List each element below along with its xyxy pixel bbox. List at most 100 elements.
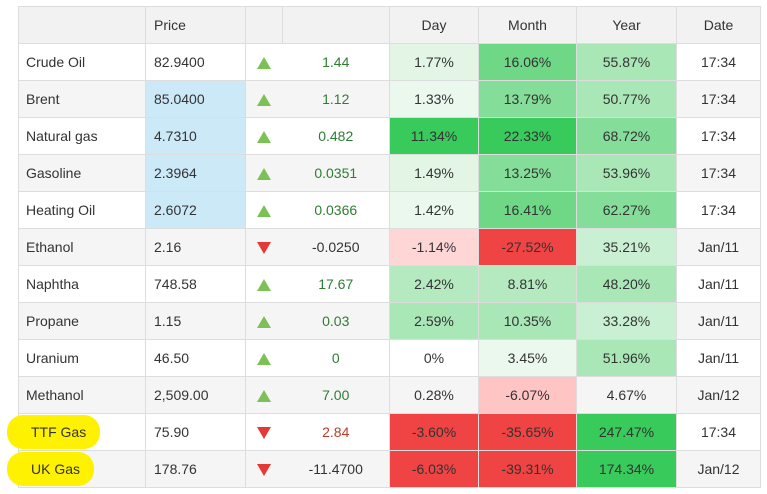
change-cell: 0.03 xyxy=(282,302,390,340)
price-cell: 1.15 xyxy=(145,302,246,340)
year-change-cell: 68.72% xyxy=(576,117,677,155)
table-row[interactable]: Heating Oil 2.6072 0.0366 1.42% 16.41% 62.27%… xyxy=(18,191,761,229)
change-cell: 0 xyxy=(282,339,390,377)
date-cell: Jan/11 xyxy=(676,302,761,340)
direction-cell xyxy=(245,228,283,266)
date-cell: Jan/11 xyxy=(676,339,761,377)
table-row[interactable]: Naphtha 748.58 17.67 2.42% 8.81% 48.20% Jan/11 xyxy=(18,265,761,303)
change-cell: -0.0250 xyxy=(282,228,390,266)
direction-cell xyxy=(245,117,283,155)
table-row[interactable]: TTF Gas 75.90 2.84 -3.60% -35.65% 247.47% 17:3… xyxy=(6,413,761,451)
direction-cell xyxy=(245,43,283,81)
table-row[interactable]: Ethanol 2.16 -0.0250 -1.14% -27.52% 35.21% Jan… xyxy=(18,228,761,266)
month-change-cell: 10.35% xyxy=(478,302,577,340)
month-change-cell: 3.45% xyxy=(478,339,577,377)
highlighter-mark: TTF Gas xyxy=(6,415,101,449)
day-change-cell: 1.33% xyxy=(389,80,479,118)
commodity-name[interactable]: Naphtha xyxy=(18,265,146,303)
month-change-cell: 8.81% xyxy=(478,265,577,303)
commodity-name[interactable]: Crude Oil xyxy=(18,43,146,81)
price-cell: 4.7310 xyxy=(145,117,246,155)
table-body: Crude Oil 82.9400 1.44 1.77% 16.06% 55.87% 17:… xyxy=(6,43,761,488)
commodity-name[interactable]: Heating Oil xyxy=(18,191,146,229)
day-change-cell: 1.42% xyxy=(389,191,479,229)
month-change-cell: 22.33% xyxy=(478,117,577,155)
table-row[interactable]: Natural gas 4.7310 0.482 11.34% 22.33% 68.72%… xyxy=(18,117,761,155)
direction-cell xyxy=(245,302,283,340)
month-change-cell: -39.31% xyxy=(478,450,577,488)
direction-cell xyxy=(245,191,283,229)
date-cell: 17:34 xyxy=(676,117,761,155)
arrow-up-icon xyxy=(257,131,272,144)
table-row[interactable]: Propane 1.15 0.03 2.59% 10.35% 33.28% Jan/11 xyxy=(18,302,761,340)
price-cell: 85.0400 xyxy=(145,80,246,118)
header-month[interactable]: Month xyxy=(478,6,577,44)
month-change-cell: -6.07% xyxy=(478,376,577,414)
commodity-name[interactable]: UK Gas xyxy=(6,450,146,488)
table-row[interactable]: UK Gas 178.76 -11.4700 -6.03% -39.31% 174.34%… xyxy=(6,450,761,488)
table-header-row: Price Day Month Year Date xyxy=(18,6,761,44)
commodity-name[interactable]: Methanol xyxy=(18,376,146,414)
month-change-cell: 13.25% xyxy=(478,154,577,192)
direction-cell xyxy=(245,154,283,192)
change-cell: 7.00 xyxy=(282,376,390,414)
commodity-name[interactable]: TTF Gas xyxy=(6,413,146,451)
arrow-up-icon xyxy=(257,279,272,292)
year-change-cell: 50.77% xyxy=(576,80,677,118)
header-date[interactable]: Date xyxy=(676,6,761,44)
arrow-up-icon xyxy=(257,316,272,329)
arrow-up-icon xyxy=(257,168,272,181)
change-cell: 17.67 xyxy=(282,265,390,303)
year-change-cell: 55.87% xyxy=(576,43,677,81)
price-cell: 748.58 xyxy=(145,265,246,303)
year-change-cell: 4.67% xyxy=(576,376,677,414)
day-change-cell: 0.28% xyxy=(389,376,479,414)
year-change-cell: 62.27% xyxy=(576,191,677,229)
table-row[interactable]: Gasoline 2.3964 0.0351 1.49% 13.25% 53.96% 17:… xyxy=(18,154,761,192)
change-cell: 0.0351 xyxy=(282,154,390,192)
day-change-cell: 1.77% xyxy=(389,43,479,81)
arrow-down-icon xyxy=(257,464,272,477)
commodity-name[interactable]: Ethanol xyxy=(18,228,146,266)
price-cell: 82.9400 xyxy=(145,43,246,81)
price-cell: 46.50 xyxy=(145,339,246,377)
commodity-name-text: UK Gas xyxy=(31,461,81,477)
date-cell: 17:34 xyxy=(676,191,761,229)
date-cell: Jan/12 xyxy=(676,450,761,488)
arrow-down-icon xyxy=(257,242,272,255)
change-cell: 2.84 xyxy=(282,413,390,451)
header-arrow xyxy=(245,6,283,44)
day-change-cell: 0% xyxy=(389,339,479,377)
table-row[interactable]: Brent 85.0400 1.12 1.33% 13.79% 50.77% 17:34 xyxy=(18,80,761,118)
commodity-name-text: TTF Gas xyxy=(31,424,87,440)
change-cell: 0.482 xyxy=(282,117,390,155)
commodity-name[interactable]: Uranium xyxy=(18,339,146,377)
commodity-name[interactable]: Propane xyxy=(18,302,146,340)
arrow-down-icon xyxy=(257,427,272,440)
price-cell: 2,509.00 xyxy=(145,376,246,414)
header-year[interactable]: Year xyxy=(576,6,677,44)
month-change-cell: -35.65% xyxy=(478,413,577,451)
price-cell: 2.3964 xyxy=(145,154,246,192)
direction-cell xyxy=(245,339,283,377)
day-change-cell: 11.34% xyxy=(389,117,479,155)
arrow-up-icon xyxy=(257,353,272,366)
direction-cell xyxy=(245,376,283,414)
month-change-cell: 16.06% xyxy=(478,43,577,81)
change-cell: -11.4700 xyxy=(282,450,390,488)
header-price[interactable]: Price xyxy=(145,6,246,44)
day-change-cell: 2.59% xyxy=(389,302,479,340)
change-cell: 1.44 xyxy=(282,43,390,81)
commodity-name[interactable]: Natural gas xyxy=(18,117,146,155)
commodity-name[interactable]: Brent xyxy=(18,80,146,118)
arrow-up-icon xyxy=(257,94,272,107)
table-row[interactable]: Crude Oil 82.9400 1.44 1.77% 16.06% 55.87% 17:… xyxy=(18,43,761,81)
commodities-table: Price Day Month Year Date Crude Oil 82.94… xyxy=(6,6,761,488)
day-change-cell: -3.60% xyxy=(389,413,479,451)
table-row[interactable]: Methanol 2,509.00 7.00 0.28% -6.07% 4.67% Jan/… xyxy=(18,376,761,414)
commodity-name[interactable]: Gasoline xyxy=(18,154,146,192)
header-day[interactable]: Day xyxy=(389,6,479,44)
day-change-cell: 2.42% xyxy=(389,265,479,303)
month-change-cell: 16.41% xyxy=(478,191,577,229)
table-row[interactable]: Uranium 46.50 0 0% 3.45% 51.96% Jan/11 xyxy=(18,339,761,377)
